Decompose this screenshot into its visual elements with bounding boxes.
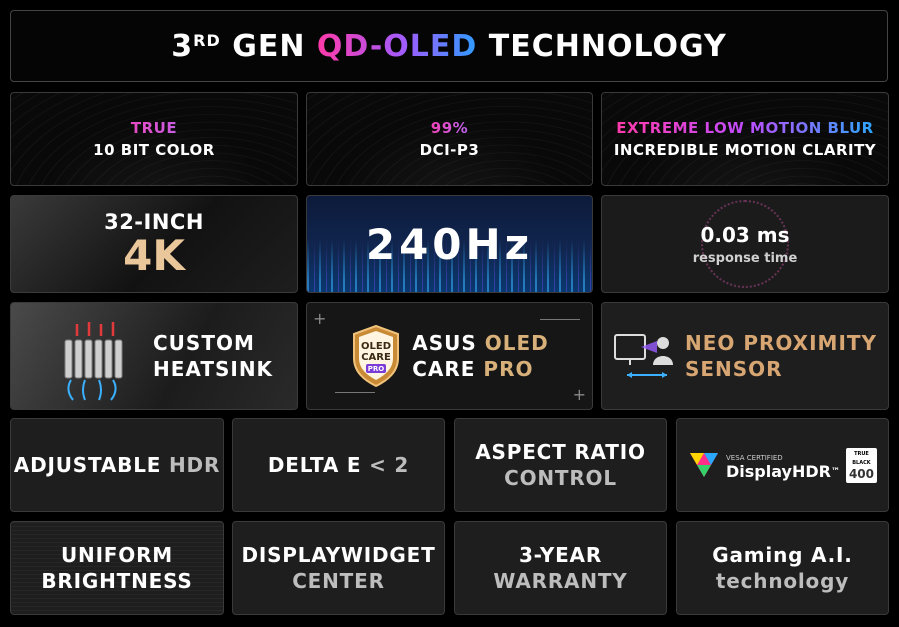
title-qd-oled: QD-OLED bbox=[316, 28, 478, 64]
tile-gaming-ai: Gaming A.I. technology bbox=[676, 521, 889, 615]
vesa-certified: VESA CERTIFIED bbox=[725, 454, 783, 462]
resolution-4k: 4K bbox=[123, 231, 185, 280]
displayhdr-logo-icon bbox=[689, 453, 718, 477]
tile-displayhdr: VESA CERTIFIED DisplayHDR™ TRUE BLACK 40… bbox=[676, 418, 889, 512]
oledcare-line2: CARE PRO bbox=[412, 357, 534, 381]
tile-warranty: 3-YEAR WARRANTY bbox=[454, 521, 667, 615]
aspect-line1: ASPECT RATIO bbox=[475, 440, 646, 464]
heatsink-icon bbox=[64, 322, 123, 401]
badge-oled-text: OLED bbox=[361, 341, 391, 352]
displaywidget-line1: DISPLAYWIDGET bbox=[241, 543, 436, 567]
tile-screen-size: 32-INCH 4K bbox=[10, 195, 298, 293]
tile-response-time: 0.03 ms response time bbox=[601, 195, 889, 293]
response-value: 0.03 ms bbox=[700, 222, 790, 247]
gaming-ai-line2: technology bbox=[715, 569, 850, 593]
true-black-badge: TRUE BLACK 400 bbox=[845, 447, 877, 483]
tile-aspect-ratio: ASPECT RATIO CONTROL bbox=[454, 418, 667, 512]
motion-blur-title: EXTREME LOW MOTION BLUR bbox=[614, 117, 876, 139]
response-label: response time bbox=[692, 250, 798, 266]
title-technology: TECHNOLOGY bbox=[477, 28, 727, 64]
warranty-line1: 3-YEAR bbox=[518, 543, 603, 567]
warranty-line2: WARRANTY bbox=[493, 569, 628, 593]
title-gen: GEN bbox=[220, 28, 317, 64]
heatsink-line2: HEATSINK bbox=[153, 357, 274, 381]
uniform-line1: UNIFORM bbox=[60, 543, 173, 567]
tile-custom-heatsink: CUSTOM HEATSINK bbox=[10, 302, 298, 410]
title-banner: 3RD GEN QD-OLED TECHNOLOGY bbox=[10, 10, 888, 82]
aspect-line2: CONTROL bbox=[504, 466, 617, 490]
title-gen-number: 3 bbox=[171, 28, 194, 64]
uniform-line2: BRIGHTNESS bbox=[41, 569, 193, 593]
motion-clarity-label: INCREDIBLE MOTION CLARITY bbox=[613, 141, 877, 159]
speed-lines bbox=[307, 239, 592, 292]
page-title: 3RD GEN QD-OLED TECHNOLOGY bbox=[171, 29, 726, 64]
tile-dci-p3: 99% DCI-P3 bbox=[306, 92, 593, 186]
tile-true-10bit: TRUE 10 BIT COLOR bbox=[10, 92, 298, 186]
tile-oled-care: + + OLED CARE PRO ASUS OLED CARE PRO bbox=[306, 302, 593, 410]
tile-uniform-brightness: UNIFORM BRIGHTNESS bbox=[10, 521, 224, 615]
displaywidget-line2: CENTER bbox=[292, 569, 385, 593]
gaming-ai-line1: Gaming A.I. bbox=[712, 543, 853, 567]
tile-motion-blur: EXTREME LOW MOTION BLUR INCREDIBLE MOTIO… bbox=[601, 92, 889, 186]
tile-displaywidget: DISPLAYWIDGET CENTER bbox=[232, 521, 445, 615]
displayhdr-brand: DisplayHDR bbox=[725, 462, 831, 481]
tile-refresh-rate: 240Hz bbox=[306, 195, 593, 293]
proximity-line1: NEO PROXIMITY bbox=[684, 331, 878, 355]
badge-pro-text: PRO bbox=[368, 365, 385, 373]
tile-adjustable-hdr: ADJUSTABLE HDR bbox=[10, 418, 224, 512]
proximity-sensor-icon bbox=[613, 334, 673, 378]
proximity-line2: SENSOR bbox=[684, 357, 783, 381]
plus-icon: + bbox=[313, 309, 327, 328]
oledcare-line1: ASUS OLED bbox=[412, 331, 549, 355]
10bit-label: 10 BIT COLOR bbox=[93, 141, 215, 159]
badge-care-text: CARE bbox=[361, 352, 391, 363]
dci-percent: 99% bbox=[420, 117, 480, 139]
tile-delta-e: DELTA E < 2 bbox=[232, 418, 445, 512]
title-ordinal: RD bbox=[193, 30, 221, 50]
dial-ring bbox=[701, 200, 789, 288]
oled-care-pro-icon: OLED CARE PRO bbox=[353, 324, 400, 388]
dci-label: DCI-P3 bbox=[419, 141, 480, 159]
plus-icon: + bbox=[572, 385, 586, 404]
heatsink-line1: CUSTOM bbox=[153, 331, 255, 355]
tile-neo-proximity: NEO PROXIMITY SENSOR bbox=[601, 302, 889, 410]
size-inch: 32-INCH bbox=[104, 210, 204, 234]
true-label: TRUE bbox=[93, 117, 215, 139]
refresh-value: 240Hz bbox=[365, 219, 534, 269]
